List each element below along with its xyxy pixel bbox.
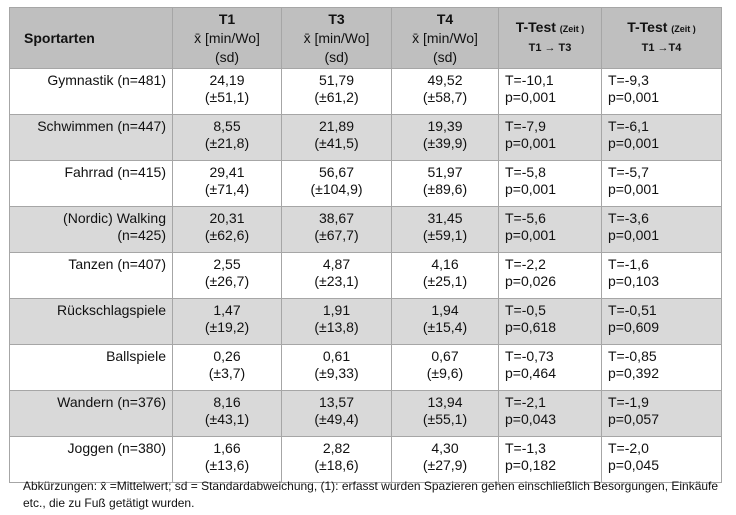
table-row: (Nordic) Walking (n=425) 20,31 (±62,6) 38,… (9, 206, 722, 253)
sport-cell: Fahrrad (n=415) (9, 160, 173, 207)
ttest-t1-t3-cell: T=-1,3 p=0,182 (498, 436, 602, 483)
ttest-t1-t3-cell: T=-2,2 p=0,026 (498, 252, 602, 299)
ttest-t1-t3-cell: T=-0,5 p=0,618 (498, 298, 602, 345)
ttest-t1-t4-cell: T=-0,51 p=0,609 (601, 298, 722, 345)
t1-cell: 8,55 (±21,8) (172, 114, 282, 161)
ttest-t1-t4-cell: T=-1,6 p=0,103 (601, 252, 722, 299)
t3-cell: 13,57 (±49,4) (281, 390, 392, 437)
ttest-t1-t4-cell: T=-5,7 p=0,001 (601, 160, 722, 207)
header-ttest1-compare: T1 → T3 (528, 42, 572, 54)
table-row: Schwimmen (n=447) 8,55 (±21,8) 21,89 (±41,… (9, 114, 722, 161)
t1-cell: 1,66 (±13,6) (172, 436, 282, 483)
header-t1-unit: x̄ [min/Wo] (194, 29, 260, 46)
t1-cell: 1,47 (±19,2) (172, 298, 282, 345)
table-body: Gymnastik (n=481) 24,19 (±51,1) 51,79 (±61… (9, 68, 722, 483)
header-ttest2-label: T-Test (627, 19, 668, 35)
t4-cell: 13,94 (±55,1) (391, 390, 499, 437)
header-t3: T3 x̄ [min/Wo] (sd) (281, 7, 392, 69)
ttest-t1-t3-cell: T=-5,6 p=0,001 (498, 206, 602, 253)
ttest-t1-t3-cell: T=-2,1 p=0,043 (498, 390, 602, 437)
t4-cell: 19,39 (±39,9) (391, 114, 499, 161)
table-row: Rückschlagspiele 1,47 (±19,2) 1,91 (±13,8)… (9, 298, 722, 345)
ttest-t1-t4-cell: T=-0,85 p=0,392 (601, 344, 722, 391)
sport-cell: Wandern (n=376) (9, 390, 173, 437)
t3-cell: 51,79 (±61,2) (281, 68, 392, 115)
table-row: Wandern (n=376) 8,16 (±43,1) 13,57 (±49,4)… (9, 390, 722, 437)
t3-cell: 0,61 (±9,33) (281, 344, 392, 391)
table-row: Tanzen (n=407) 2,55 (±26,7) 4,87 (±23,1) 4… (9, 252, 722, 299)
sport-cell: Gymnastik (n=481) (9, 68, 173, 115)
header-t4: T4 x̄ [min/Wo] (sd) (391, 7, 499, 69)
header-ttest2-compare: T1 →T4 (641, 42, 682, 54)
header-ttest1-label: T-Test (515, 19, 556, 35)
footnote: Abkürzungen: x̄ =Mittelwert; sd = Standa… (23, 479, 719, 510)
header-t1-sd: (sd) (214, 48, 240, 65)
t3-cell: 4,87 (±23,1) (281, 252, 392, 299)
ttest-t1-t3-cell: T=-0,73 p=0,464 (498, 344, 602, 391)
header-t4-label: T4 (436, 10, 454, 27)
header-ttest-t1-t4: T-Test (Zeit ) T1 →T4 (601, 7, 722, 69)
ttest-t1-t4-cell: T=-1,9 p=0,057 (601, 390, 722, 437)
ttest-t1-t4-cell: T=-3,6 p=0,001 (601, 206, 722, 253)
table-row: Joggen (n=380) 1,66 (±13,6) 2,82 (±18,6) 4… (9, 436, 722, 483)
ttest-t1-t4-cell: T=-2,0 p=0,045 (601, 436, 722, 483)
header-t1: T1 x̄ [min/Wo] (sd) (172, 7, 282, 69)
ttest-t1-t3-cell: T=-7,9 p=0,001 (498, 114, 602, 161)
header-ttest2-sub: (Zeit ) (671, 24, 696, 34)
t1-cell: 20,31 (±62,6) (172, 206, 282, 253)
table-row: Gymnastik (n=481) 24,19 (±51,1) 51,79 (±61… (9, 68, 722, 115)
t1-cell: 0,26 (±3,7) (172, 344, 282, 391)
ttest-t1-t3-cell: T=-5,8 p=0,001 (498, 160, 602, 207)
t3-cell: 38,67 (±67,7) (281, 206, 392, 253)
t1-cell: 29,41 (±71,4) (172, 160, 282, 207)
header-t4-sd: (sd) (432, 48, 458, 65)
t1-cell: 24,19 (±51,1) (172, 68, 282, 115)
sport-cell: Tanzen (n=407) (9, 252, 173, 299)
t4-cell: 1,94 (±15,4) (391, 298, 499, 345)
table-row: Fahrrad (n=415) 29,41 (±71,4) 56,67 (±104,… (9, 160, 722, 207)
header-t3-sd: (sd) (324, 48, 349, 65)
t3-cell: 1,91 (±13,8) (281, 298, 392, 345)
t3-cell: 21,89 (±41,5) (281, 114, 392, 161)
sport-cell: Rückschlagspiele (9, 298, 173, 345)
t3-cell: 56,67 (±104,9) (281, 160, 392, 207)
header-sport: Sportarten (9, 7, 173, 69)
header-ttest1-sub: (Zeit ) (559, 24, 585, 34)
t4-cell: 31,45 (±59,1) (391, 206, 499, 253)
header-t1-label: T1 (218, 10, 236, 27)
header-ttest-t1-t3: T-Test (Zeit ) T1 → T3 (498, 7, 602, 69)
ttest-t1-t4-cell: T=-9,3 p=0,001 (601, 68, 722, 115)
sport-cell: Joggen (n=380) (9, 436, 173, 483)
sport-statistics-table: Sportarten T1 x̄ [min/Wo] (sd) T3 x̄ [mi… (9, 7, 722, 483)
table-header: Sportarten T1 x̄ [min/Wo] (sd) T3 x̄ [mi… (9, 7, 722, 69)
t1-cell: 2,55 (±26,7) (172, 252, 282, 299)
t1-cell: 8,16 (±43,1) (172, 390, 282, 437)
t4-cell: 4,16 (±25,1) (391, 252, 499, 299)
header-t4-unit: x̄ [min/Wo] (412, 29, 478, 46)
t4-cell: 0,67 (±9,6) (391, 344, 499, 391)
header-t3-label: T3 (328, 10, 345, 27)
header-row: Sportarten T1 x̄ [min/Wo] (sd) T3 x̄ [mi… (9, 7, 722, 69)
t4-cell: 4,30 (±27,9) (391, 436, 499, 483)
table-row: Ballspiele 0,26 (±3,7) 0,61 (±9,33) 0,67 (±… (9, 344, 722, 391)
t3-cell: 2,82 (±18,6) (281, 436, 392, 483)
ttest-t1-t3-cell: T=-10,1 p=0,001 (498, 68, 602, 115)
ttest-t1-t4-cell: T=-6,1 p=0,001 (601, 114, 722, 161)
t4-cell: 51,97 (±89,6) (391, 160, 499, 207)
sport-cell: Schwimmen (n=447) (9, 114, 173, 161)
sport-cell: (Nordic) Walking (n=425) (9, 206, 173, 253)
t4-cell: 49,52 (±58,7) (391, 68, 499, 115)
sport-cell: Ballspiele (9, 344, 173, 391)
header-t3-unit: x̄ [min/Wo] (303, 29, 370, 46)
